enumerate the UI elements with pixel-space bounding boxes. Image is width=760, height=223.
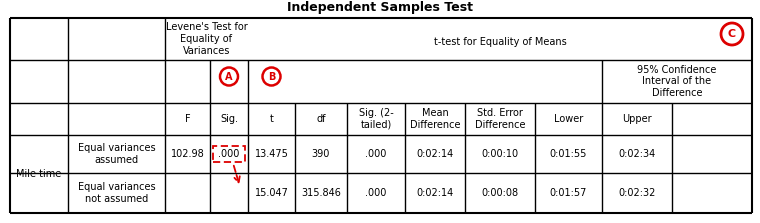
Text: Sig.: Sig. bbox=[220, 114, 238, 124]
Text: 15.047: 15.047 bbox=[255, 188, 289, 198]
Text: Independent Samples Test: Independent Samples Test bbox=[287, 2, 473, 14]
Text: .000: .000 bbox=[366, 188, 387, 198]
Text: 0:00:10: 0:00:10 bbox=[481, 149, 518, 159]
Text: 13.475: 13.475 bbox=[255, 149, 289, 159]
Text: Levene's Test for
Equality of
Variances: Levene's Test for Equality of Variances bbox=[166, 22, 247, 56]
Text: 0:02:34: 0:02:34 bbox=[619, 149, 656, 159]
Text: Equal variances
not assumed: Equal variances not assumed bbox=[78, 182, 155, 204]
Text: B: B bbox=[268, 72, 275, 81]
Text: t: t bbox=[270, 114, 274, 124]
Text: 0:02:14: 0:02:14 bbox=[416, 188, 454, 198]
Text: .000: .000 bbox=[218, 149, 239, 159]
Text: Upper: Upper bbox=[622, 114, 652, 124]
Text: 102.98: 102.98 bbox=[171, 149, 204, 159]
Text: 0:01:57: 0:01:57 bbox=[549, 188, 587, 198]
Text: 0:01:55: 0:01:55 bbox=[549, 149, 587, 159]
Text: Lower: Lower bbox=[554, 114, 583, 124]
Text: A: A bbox=[225, 72, 233, 81]
Text: F: F bbox=[185, 114, 190, 124]
Text: df: df bbox=[316, 114, 326, 124]
Text: C: C bbox=[728, 29, 736, 39]
Text: Mean
Difference: Mean Difference bbox=[410, 108, 461, 130]
Text: 390: 390 bbox=[312, 149, 330, 159]
Text: Sig. (2-
tailed): Sig. (2- tailed) bbox=[359, 108, 394, 130]
Text: 0:02:14: 0:02:14 bbox=[416, 149, 454, 159]
Text: 0:02:32: 0:02:32 bbox=[619, 188, 656, 198]
Text: 95% Confidence
Interval of the
Difference: 95% Confidence Interval of the Differenc… bbox=[638, 65, 717, 98]
Text: .000: .000 bbox=[366, 149, 387, 159]
Text: 315.846: 315.846 bbox=[301, 188, 341, 198]
Text: Mile time: Mile time bbox=[17, 169, 62, 179]
Text: Equal variances
assumed: Equal variances assumed bbox=[78, 143, 155, 165]
Text: 0:00:08: 0:00:08 bbox=[481, 188, 518, 198]
Text: Std. Error
Difference: Std. Error Difference bbox=[475, 108, 525, 130]
Text: t-test for Equality of Means: t-test for Equality of Means bbox=[434, 37, 566, 47]
